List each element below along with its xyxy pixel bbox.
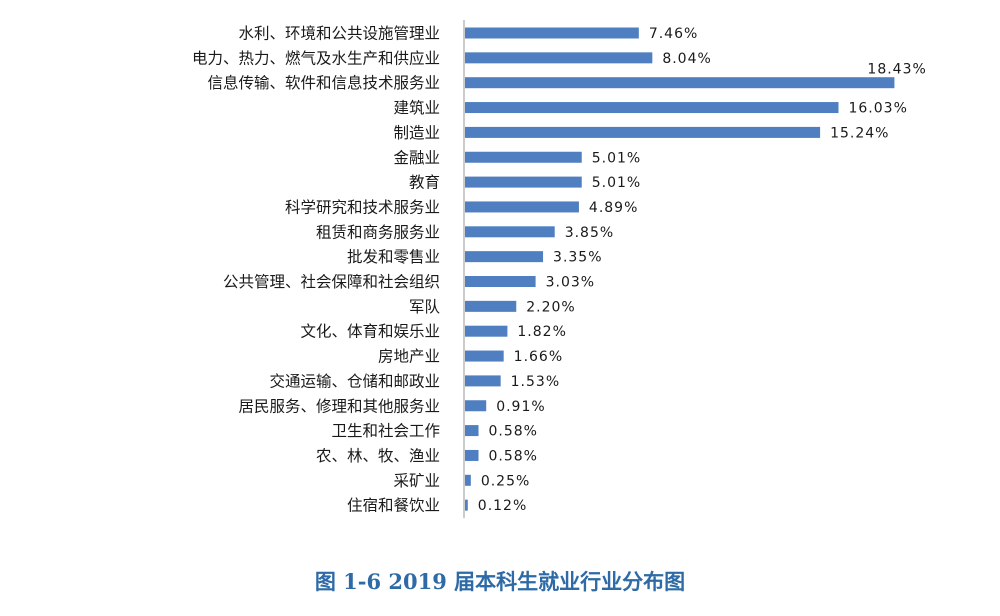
- category-label: 建筑业: [393, 99, 440, 117]
- data-label: 8.04%: [662, 51, 711, 67]
- category-label: 军队: [409, 298, 441, 316]
- data-label: 3.35%: [553, 250, 602, 266]
- data-label: 1.53%: [511, 374, 560, 390]
- bar: [465, 350, 504, 362]
- bar: [465, 226, 555, 238]
- data-label: 3.85%: [565, 225, 614, 241]
- bar: [465, 176, 582, 188]
- data-label: 4.89%: [589, 200, 638, 216]
- category-label: 电力、热力、燃气及水生产和供应业: [192, 48, 440, 67]
- bar: [465, 425, 479, 437]
- bar: [465, 499, 468, 511]
- category-label: 居民服务、修理和其他服务业: [238, 397, 440, 415]
- category-label: 教育: [409, 174, 440, 192]
- bar: [465, 276, 536, 287]
- figure-caption: 图 1-6 2019 届本科生就业行业分布图: [314, 569, 686, 594]
- data-label: 0.58%: [489, 424, 538, 440]
- data-label: 16.03%: [848, 101, 907, 117]
- category-label: 农、林、牧、渔业: [316, 447, 440, 465]
- category-label: 交通运输、仓储和邮政业: [269, 372, 440, 390]
- bar: [465, 449, 479, 461]
- category-label: 科学研究和技术服务业: [285, 198, 440, 216]
- bar: [465, 201, 579, 213]
- bar: [465, 251, 544, 263]
- category-label: 采矿业: [393, 472, 440, 490]
- data-label: 18.43%: [867, 62, 926, 78]
- data-label: 0.91%: [496, 399, 545, 415]
- bar: [465, 102, 839, 114]
- category-label: 批发和零售业: [347, 248, 440, 266]
- data-label: 1.66%: [514, 349, 563, 365]
- bar: [465, 375, 501, 387]
- data-label: 7.46%: [649, 26, 698, 42]
- category-label: 水利、环境和公共设施管理业: [238, 24, 440, 43]
- bar: [465, 77, 895, 89]
- data-label: 0.25%: [481, 473, 530, 489]
- category-label: 租赁和商务服务业: [316, 223, 440, 241]
- bar-chart: 水利、环境和公共设施管理业 7.46% 电力、热力、燃气及水生产和供应业 8.04% 信…: [192, 20, 926, 519]
- data-label: 5.01%: [592, 150, 641, 166]
- bar: [465, 52, 653, 64]
- bar: [465, 300, 517, 312]
- data-label: 0.58%: [489, 448, 538, 464]
- bar: [465, 151, 582, 163]
- category-label: 信息传输、软件和信息技术服务业: [207, 74, 440, 92]
- category-label: 金融业: [393, 149, 440, 167]
- data-label: 5.01%: [592, 175, 641, 191]
- data-label: 1.82%: [517, 324, 566, 340]
- bar: [465, 325, 508, 337]
- data-label: 3.03%: [546, 275, 595, 291]
- bar: [465, 400, 487, 412]
- category-label: 文化、体育和娱乐业: [300, 323, 440, 341]
- data-label: 0.12%: [478, 498, 527, 514]
- category-label: 制造业: [393, 124, 440, 142]
- category-label: 公共管理、社会保障和社会组织: [223, 273, 440, 291]
- category-label: 卫生和社会工作: [331, 422, 440, 440]
- category-label: 住宿和餐饮业: [347, 497, 440, 515]
- bar: [465, 27, 639, 39]
- bar: [465, 126, 821, 138]
- category-label: 房地产业: [378, 348, 440, 366]
- data-label: 15.24%: [830, 125, 889, 141]
- bar: [465, 474, 471, 486]
- data-label: 2.20%: [526, 299, 575, 315]
